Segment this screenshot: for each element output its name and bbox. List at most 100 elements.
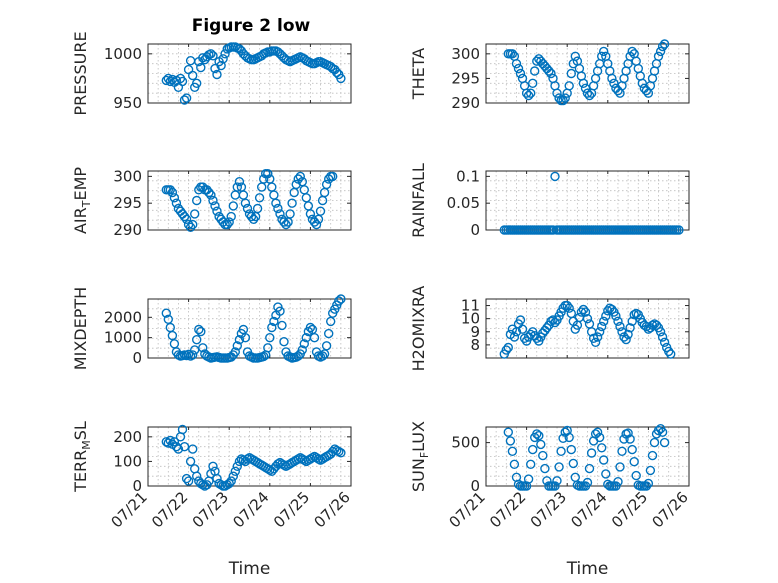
data-point bbox=[218, 54, 228, 64]
data-point bbox=[191, 335, 202, 345]
y-tick-label: 8 bbox=[470, 336, 480, 354]
data-point bbox=[558, 95, 568, 106]
x-tick-label: 07/24 bbox=[229, 488, 272, 531]
y-axis-label: SUNFLUX bbox=[409, 421, 431, 492]
data-point bbox=[503, 427, 513, 437]
data-point bbox=[615, 321, 625, 332]
y-tick-label: 0.05 bbox=[447, 194, 480, 212]
data-point bbox=[246, 211, 257, 222]
axes-frame bbox=[147, 170, 352, 231]
data-point bbox=[627, 46, 637, 57]
data-point bbox=[181, 93, 192, 103]
data-point bbox=[185, 56, 196, 66]
axes-frame bbox=[485, 43, 690, 104]
data-point bbox=[566, 68, 576, 79]
data-point bbox=[515, 68, 526, 79]
data-point bbox=[226, 211, 236, 222]
data-point bbox=[271, 198, 281, 208]
data-point bbox=[526, 459, 536, 469]
data-point bbox=[171, 198, 182, 208]
data-point bbox=[169, 193, 180, 203]
data-point bbox=[613, 316, 623, 326]
data-point bbox=[550, 317, 560, 328]
data-point bbox=[187, 219, 198, 230]
data-point bbox=[297, 345, 307, 355]
data-point bbox=[216, 60, 226, 71]
data-point bbox=[230, 466, 241, 476]
data-point bbox=[305, 322, 316, 333]
data-point bbox=[501, 345, 511, 355]
axes-frame bbox=[147, 426, 352, 487]
data-point bbox=[275, 306, 285, 316]
x-tick-label: 07/25 bbox=[608, 488, 651, 531]
data-point bbox=[611, 481, 621, 491]
figure-title: Figure 2 low bbox=[192, 16, 311, 36]
data-point bbox=[631, 470, 641, 481]
data-point bbox=[659, 337, 670, 347]
data-point bbox=[532, 429, 542, 439]
data-point bbox=[230, 190, 241, 200]
axes-frame bbox=[147, 43, 352, 104]
data-point bbox=[568, 458, 578, 469]
data-point bbox=[324, 328, 334, 339]
y-tick-label: 300 bbox=[451, 45, 480, 63]
data-point bbox=[279, 337, 289, 347]
y-tick-label: 1000 bbox=[104, 45, 142, 63]
y-axis-label: PRESSURE bbox=[71, 31, 90, 115]
data-point bbox=[625, 434, 635, 444]
y-tick-label: 0.1 bbox=[456, 167, 480, 185]
data-point bbox=[641, 481, 652, 491]
y-tick-label: 295 bbox=[113, 194, 142, 212]
y-tick-label: 10 bbox=[461, 310, 480, 328]
data-point bbox=[191, 471, 202, 481]
data-point bbox=[599, 46, 609, 57]
x-tick-label: 07/21 bbox=[446, 488, 489, 531]
data-point bbox=[224, 217, 234, 227]
data-point bbox=[564, 432, 574, 443]
data-point bbox=[242, 203, 253, 214]
data-point bbox=[315, 206, 326, 216]
data-point bbox=[267, 182, 277, 192]
data-point bbox=[191, 195, 202, 206]
data-point bbox=[621, 334, 631, 345]
data-point bbox=[509, 459, 520, 469]
data-point bbox=[259, 351, 269, 362]
data-point bbox=[183, 476, 194, 486]
subplot-3: 290 295 300 AIRTEMP bbox=[71, 167, 352, 239]
data-point bbox=[538, 450, 548, 461]
y-tick-label: 9 bbox=[470, 323, 480, 341]
data-point bbox=[265, 333, 275, 343]
data-point bbox=[269, 190, 279, 200]
data-point bbox=[234, 176, 245, 187]
data-point bbox=[177, 76, 188, 87]
data-point bbox=[181, 473, 192, 484]
data-point bbox=[198, 343, 208, 353]
data-point bbox=[613, 477, 623, 487]
data-point bbox=[647, 450, 658, 461]
data-point bbox=[254, 193, 265, 203]
data-point bbox=[664, 346, 674, 357]
data-point bbox=[263, 168, 273, 179]
data-point bbox=[503, 342, 513, 353]
data-point bbox=[513, 63, 524, 74]
data-point bbox=[328, 171, 338, 182]
data-point bbox=[319, 187, 330, 198]
data-point bbox=[509, 332, 520, 342]
data-point bbox=[232, 461, 243, 471]
data-point bbox=[299, 185, 309, 195]
data-point bbox=[615, 462, 625, 472]
data-point bbox=[674, 225, 684, 235]
data-point bbox=[544, 66, 554, 76]
data-point bbox=[303, 201, 314, 211]
data-point bbox=[655, 327, 666, 337]
data-point bbox=[521, 88, 532, 98]
y-tick-label: 290 bbox=[451, 94, 480, 112]
data-point bbox=[507, 49, 518, 59]
data-point bbox=[165, 322, 176, 333]
data-point bbox=[273, 459, 283, 469]
data-point bbox=[597, 51, 607, 61]
data-point bbox=[528, 444, 538, 455]
data-point bbox=[185, 222, 196, 233]
